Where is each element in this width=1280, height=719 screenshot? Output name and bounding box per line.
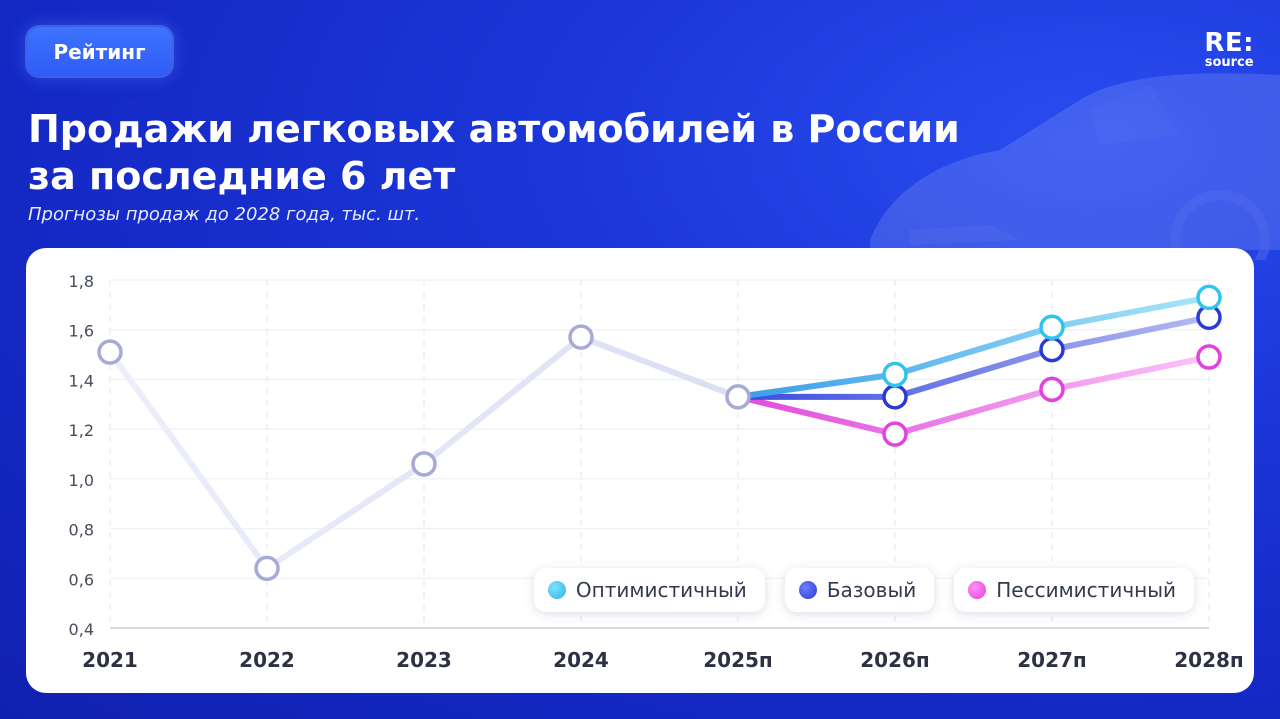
- page-title: Продажи легковых автомобилей в России за…: [28, 106, 1028, 200]
- x-tick-label: 2022: [239, 648, 295, 672]
- data-point-pessimistic: [1039, 376, 1065, 403]
- data-point-history: [568, 324, 594, 350]
- legend-dot-pessimistic: [968, 581, 987, 599]
- y-tick-label: 0,6: [69, 570, 94, 589]
- x-tick-label: 2021: [82, 648, 138, 672]
- category-badge: Рейтинг: [27, 27, 172, 76]
- legend-label-pessimistic: Пессимистичный: [996, 578, 1176, 602]
- page-title-line-2: за последние 6 лет: [28, 154, 456, 198]
- legend-item-optimistic: Оптимистичный: [533, 568, 765, 612]
- legend-dot-optimistic: [547, 581, 566, 599]
- y-tick-label: 0,8: [69, 521, 94, 540]
- brand-logo: RE: source: [1204, 30, 1254, 70]
- legend-item-base: Базовый: [784, 568, 935, 612]
- y-tick-label: 1,6: [69, 322, 94, 341]
- data-point-history: [97, 339, 123, 365]
- y-tick-label: 1,8: [69, 272, 94, 291]
- data-point-optimistic: [1039, 314, 1065, 340]
- x-tick-label: 2027п: [1017, 648, 1086, 672]
- car-silhouette-background: [870, 73, 1280, 260]
- chart-legend: Оптимистичный Базовый Пессимистичный: [533, 568, 1194, 612]
- x-tick-label: 2023: [396, 648, 452, 672]
- data-point-base: [882, 384, 908, 410]
- legend-item-pessimistic: Пессимистичный: [954, 568, 1194, 612]
- data-point-pessimistic: [882, 421, 908, 447]
- brand-logo-sub: source: [1204, 55, 1254, 70]
- y-tick-label: 0,4: [69, 620, 94, 639]
- data-point-history: [254, 555, 280, 582]
- x-tick-label: 2025п: [703, 648, 772, 672]
- brand-logo-main: RE:: [1204, 28, 1254, 58]
- y-tick-label: 1,2: [69, 421, 94, 440]
- x-tick-label: 2026п: [860, 648, 929, 672]
- series-line-base: [735, 314, 1212, 400]
- x-tick-label: 2028п: [1174, 648, 1243, 672]
- data-point-base: [1039, 336, 1065, 363]
- legend-dot-base: [798, 581, 817, 599]
- series-line-pessimistic: [735, 354, 1212, 438]
- y-tick-label: 1,4: [69, 371, 94, 390]
- data-point-pessimistic: [1196, 344, 1222, 370]
- data-point-history: [411, 451, 437, 477]
- page-subtitle: Прогнозы продаж до 2028 года, тыс. шт.: [28, 204, 421, 225]
- category-badge-label: Рейтинг: [53, 39, 146, 64]
- x-tick-label: 2024: [553, 648, 609, 672]
- data-point-optimistic: [882, 361, 908, 388]
- y-tick-label: 1,0: [69, 471, 94, 490]
- legend-label-optimistic: Оптимистичный: [575, 578, 747, 602]
- data-point-history: [725, 384, 751, 410]
- page-title-line-1: Продажи легковых автомобилей в России: [28, 107, 960, 151]
- series-line-optimistic: [735, 294, 1212, 400]
- data-point-optimistic: [1196, 284, 1222, 311]
- legend-label-base: Базовый: [826, 578, 917, 602]
